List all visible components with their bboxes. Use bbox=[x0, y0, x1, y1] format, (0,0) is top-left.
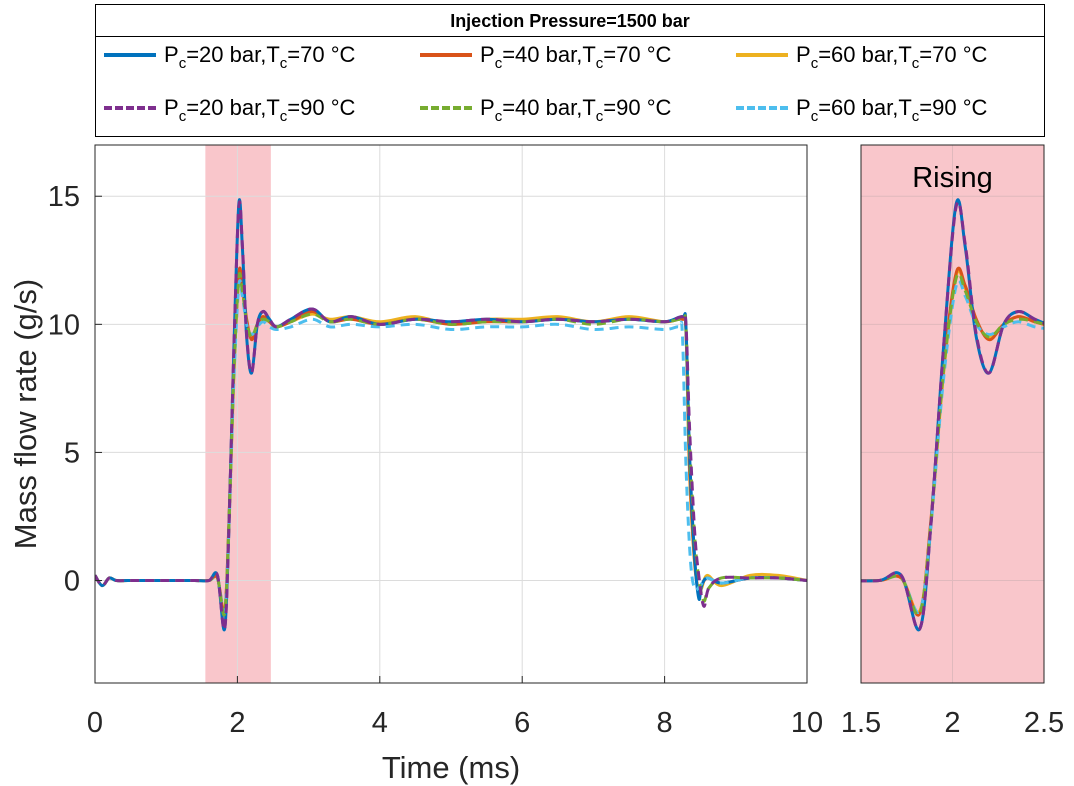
zoom-x-tick-label: 2 bbox=[944, 707, 960, 739]
zoom-series-line bbox=[861, 271, 1044, 617]
legend-label: Pc=60 bar,Tc=70 °C bbox=[796, 42, 988, 72]
legend-swatch bbox=[736, 53, 788, 57]
legend-label: Pc=40 bar,Tc=70 °C bbox=[480, 42, 672, 72]
y-axis-label: Mass flow rate (g/s) bbox=[8, 279, 43, 549]
legend: Injection Pressure=1500 bar Pc=20 bar,Tc… bbox=[95, 4, 1045, 137]
zoom-plot-frame bbox=[860, 144, 1045, 684]
zoom-series-lines bbox=[861, 198, 1044, 632]
rising-annotation: Rising bbox=[912, 162, 993, 194]
legend-swatch bbox=[104, 106, 156, 110]
zoom-series-line bbox=[861, 279, 1044, 614]
legend-swatch bbox=[420, 106, 472, 110]
zoom-series-line bbox=[861, 200, 1044, 632]
zoom-x-tick-labels: 1.5 2 2.5 bbox=[841, 707, 1064, 739]
legend-item: Pc=60 bar,Tc=90 °C bbox=[736, 92, 987, 124]
zoom-x-tick-label: 1.5 bbox=[841, 707, 881, 739]
legend-label: Pc=40 bar,Tc=90 °C bbox=[480, 95, 672, 125]
zoom-plot: 1.5 2 2.5 Rising bbox=[841, 144, 1064, 739]
y-tick-label: 10 bbox=[48, 309, 80, 341]
main-x-tick-labels: 0 2 4 6 8 10 bbox=[87, 676, 823, 739]
legend-label: Pc=20 bar,Tc=90 °C bbox=[164, 95, 356, 125]
legend-swatch bbox=[104, 53, 156, 57]
y-tick-label: 0 bbox=[64, 566, 80, 598]
x-tick-label: 0 bbox=[87, 707, 103, 739]
legend-item: Pc=20 bar,Tc=90 °C bbox=[104, 92, 355, 124]
legend-swatch bbox=[420, 53, 472, 57]
series-line bbox=[95, 200, 807, 632]
main-plot-frame bbox=[94, 144, 808, 684]
x-tick-label: 10 bbox=[791, 707, 823, 739]
x-tick-label: 8 bbox=[657, 707, 673, 739]
x-axis-label: Time (ms) bbox=[382, 750, 520, 785]
main-plot: 0 2 4 6 8 10 0 5 10 15 Time (ms) Mass flow rate … bbox=[8, 144, 823, 785]
main-series-lines bbox=[95, 198, 807, 632]
x-tick-label: 6 bbox=[514, 707, 530, 739]
y-tick-label: 5 bbox=[64, 437, 80, 469]
legend-item: Pc=20 bar,Tc=70 °C bbox=[104, 39, 355, 71]
legend-label: Pc=20 bar,Tc=70 °C bbox=[164, 42, 356, 72]
legend-title: Injection Pressure=1500 bar bbox=[96, 5, 1044, 37]
legend-swatch bbox=[736, 106, 788, 110]
y-tick-label: 15 bbox=[48, 181, 80, 213]
main-plot-area bbox=[95, 145, 807, 683]
legend-item: Pc=40 bar,Tc=90 °C bbox=[420, 92, 671, 124]
x-tick-label: 2 bbox=[229, 707, 245, 739]
legend-item: Pc=40 bar,Tc=70 °C bbox=[420, 39, 671, 71]
legend-item: Pc=60 bar,Tc=70 °C bbox=[736, 39, 987, 71]
legend-label: Pc=60 bar,Tc=90 °C bbox=[796, 95, 988, 125]
main-y-tick-labels: 0 5 10 15 bbox=[48, 181, 102, 598]
x-tick-label: 4 bbox=[372, 707, 388, 739]
zoom-x-tick-label: 2.5 bbox=[1024, 707, 1064, 739]
